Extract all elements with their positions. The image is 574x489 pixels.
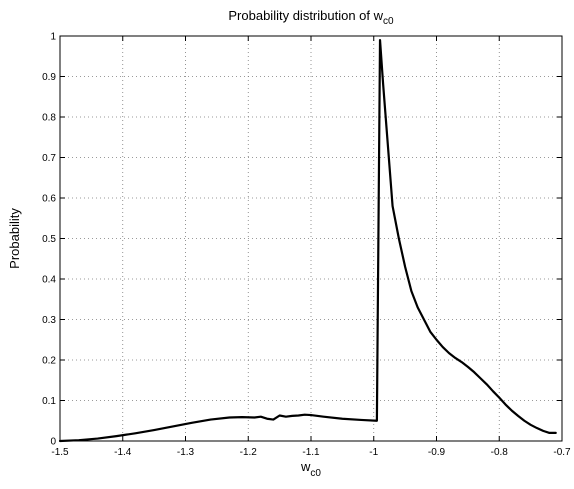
x-axis-label-subscript: c0 xyxy=(310,468,321,479)
chart-title-subscript: c0 xyxy=(383,16,394,27)
x-tick-labels: -1.5 -1.4 -1.3 -1.2 -1.1 -1 -0.9 -0.8 -0.7 xyxy=(51,447,571,458)
plot-frame xyxy=(59,35,563,442)
x-tick-label: -0.7 xyxy=(553,447,571,458)
y-tick-label: 1 xyxy=(50,32,56,43)
y-tick-label: 0.4 xyxy=(42,275,56,286)
series-line xyxy=(58,38,557,443)
x-tick-label: -1.2 xyxy=(240,447,258,458)
y-tick-label: 0.7 xyxy=(42,153,56,164)
x-tick-label: -0.8 xyxy=(491,447,509,458)
y-tick-label: 0.8 xyxy=(42,113,56,124)
x-tick-label: -0.9 xyxy=(428,447,446,458)
x-tick-label: -1.5 xyxy=(51,447,69,458)
x-axis-label-main: w xyxy=(300,459,311,474)
y-tick-label: 0.2 xyxy=(42,356,56,367)
x-tick-label: -1 xyxy=(369,447,378,458)
x-tick-label: -1.4 xyxy=(114,447,132,458)
y-tick-label: 0 xyxy=(50,437,56,448)
y-tick-label: 0.3 xyxy=(42,315,56,326)
x-axis-label: wc0 xyxy=(300,459,321,479)
chart-title-main: Probability distribution of w xyxy=(228,8,383,23)
y-tick-label: 0.9 xyxy=(42,72,56,83)
chart-title: Probability distribution of wc0 xyxy=(228,8,394,27)
y-tick-labels: 0 0.1 0.2 0.3 0.4 0.5 0.6 0.7 0.8 0.9 1 xyxy=(42,32,56,448)
x-tick-label: -1.1 xyxy=(302,447,320,458)
y-tick-label: 0.1 xyxy=(42,396,56,407)
y-tick-label: 0.5 xyxy=(42,234,56,245)
x-tick-label: -1.3 xyxy=(177,447,195,458)
y-tick-label: 0.6 xyxy=(42,194,56,205)
y-axis-label: Probability xyxy=(7,208,22,269)
